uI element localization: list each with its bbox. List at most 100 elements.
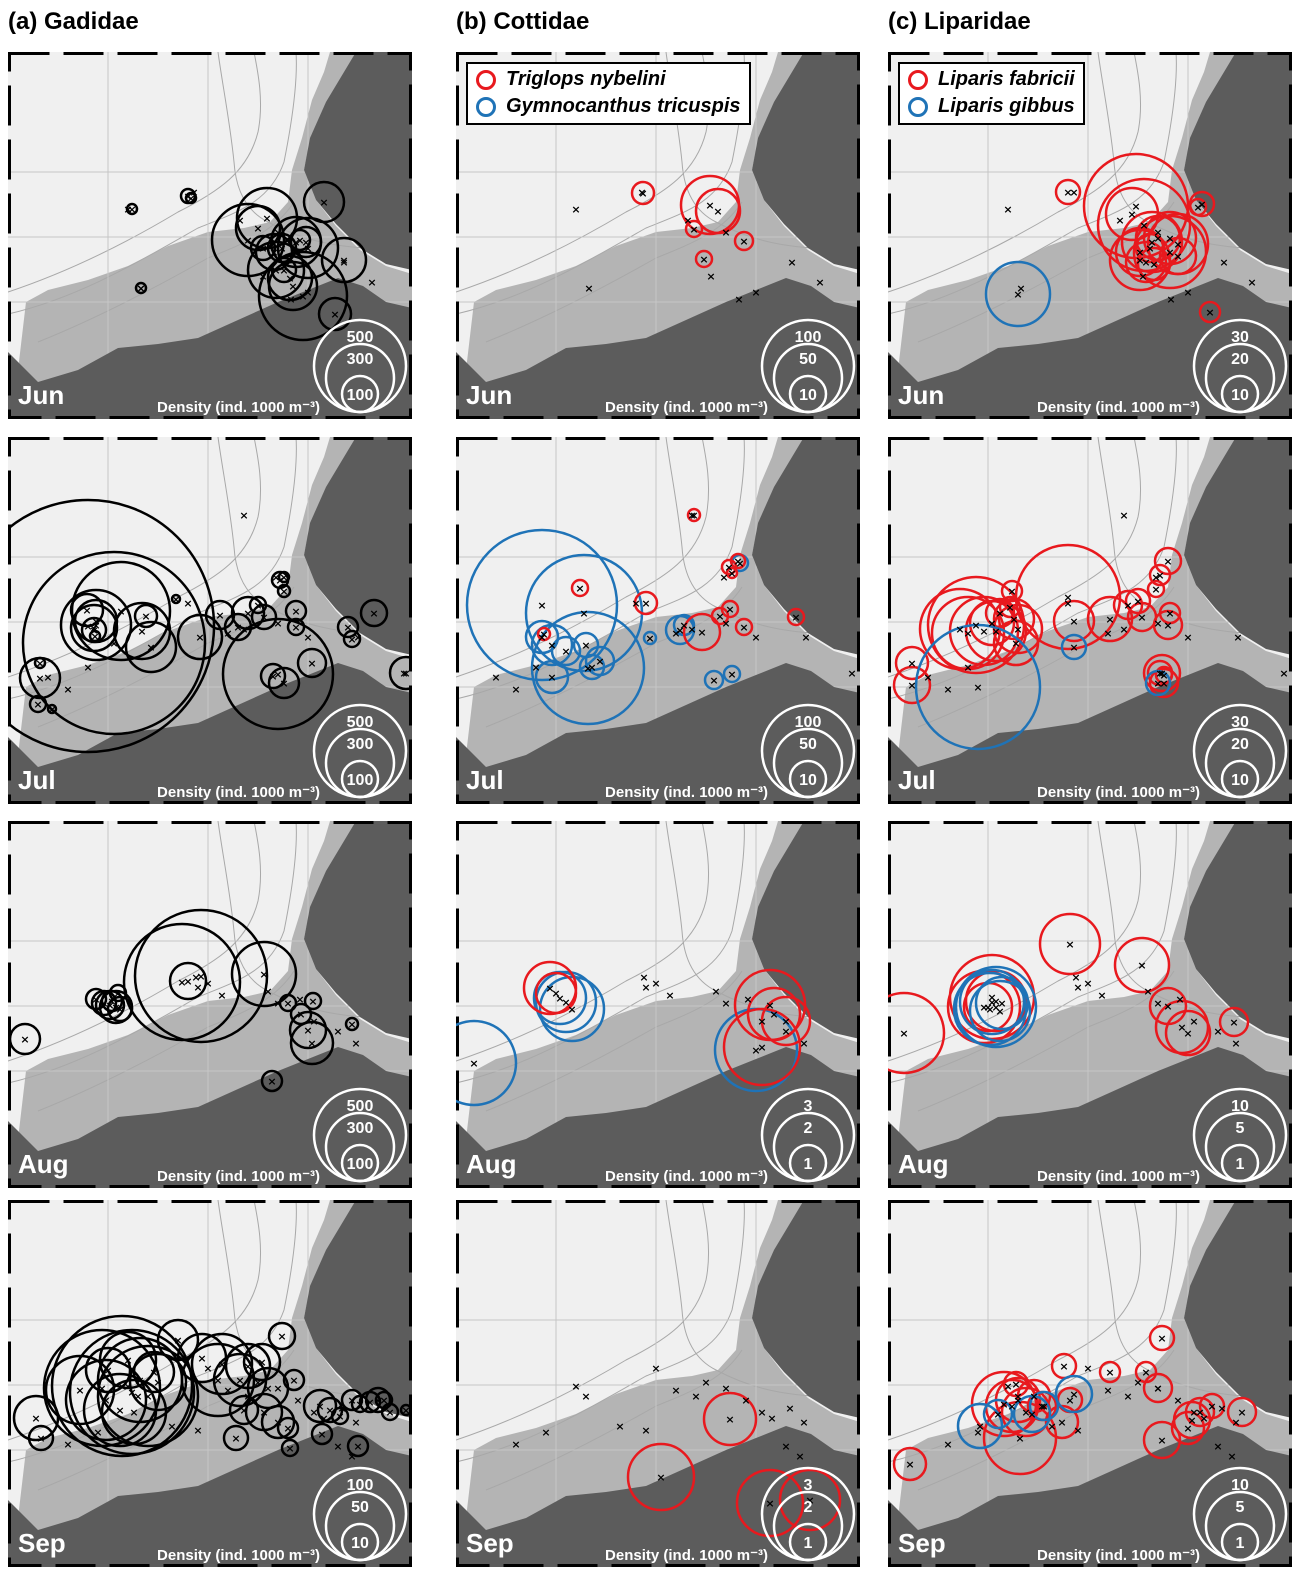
depth-contour (485, 1349, 743, 1491)
density-circle-gymnocanthus (703, 669, 725, 691)
map-frame (8, 821, 412, 1188)
station-marker: × (1115, 214, 1124, 227)
station-marker: × (1157, 1434, 1166, 1447)
station-marker: × (401, 667, 410, 680)
map-land (1184, 52, 1292, 270)
station-marker: × (1149, 258, 1158, 271)
month-label: Jul (18, 765, 56, 795)
density-circle-liparis-fabricii (1082, 152, 1190, 260)
map-panel-cottidae-jun: × × × × × × × × × × × × × × × × 100 50 10 Jun Density (ind. … (456, 52, 860, 419)
map-svg: ××××××××××××××××××××××××××××××××××××××××… (8, 437, 412, 804)
station-marker: × (587, 661, 596, 674)
station-marker: × (217, 989, 226, 1002)
station-marker: × (997, 997, 1006, 1010)
map-land (1184, 437, 1292, 655)
map-land (1184, 1200, 1292, 1418)
station-marker: × (288, 280, 297, 293)
density-circle-liparis-fabricii (1052, 599, 1096, 643)
density-circle-gadidae (260, 1404, 296, 1440)
density-caption: Density (ind. 1000 m⁻³) (157, 1168, 320, 1185)
station-marker: × (985, 1003, 994, 1016)
station-marker: × (101, 1394, 110, 1407)
density-circle-triglops (729, 552, 747, 570)
density-circle-liparis-fabricii (1002, 1370, 1030, 1398)
station-marker: × (277, 242, 286, 255)
scale-key-label: 10 (1231, 1477, 1249, 1494)
density-circle-gadidae (210, 202, 286, 278)
depth-contour (8, 437, 297, 700)
density-circle-gadidae (246, 240, 306, 300)
station-marker: × (401, 1404, 410, 1417)
station-marker: × (307, 657, 316, 670)
station-marker: × (203, 1362, 212, 1375)
density-circle-gadidae (286, 617, 306, 637)
depth-contour (1097, 1200, 1292, 1398)
station-marker: × (283, 997, 292, 1010)
station-marker: × (1166, 293, 1175, 306)
station-marker: × (90, 630, 99, 643)
density-circle-triglops (682, 612, 722, 652)
station-marker: × (993, 1408, 1002, 1421)
scale-key-circle (1220, 759, 1260, 799)
density-circle-gadidae (289, 1020, 335, 1066)
map-land (752, 437, 860, 655)
scale-key-circle (340, 1143, 380, 1183)
station-marker: × (127, 203, 136, 216)
scale-key-circle (340, 1522, 380, 1562)
station-marker: × (353, 1440, 362, 1453)
station-marker: × (781, 1015, 790, 1028)
station-marker: × (47, 703, 56, 716)
depth-contour (8, 1200, 297, 1463)
station-marker: × (545, 982, 554, 995)
station-marker: × (1127, 208, 1136, 221)
density-circle-gymnocanthus (578, 653, 606, 681)
station-marker: × (171, 593, 180, 606)
station-marker: × (197, 1352, 206, 1365)
density-circle-liparis-fabricii (970, 1370, 1038, 1438)
scale-key-label: 30 (1231, 329, 1249, 346)
station-marker: × (277, 1330, 286, 1343)
station-marker: × (31, 1412, 40, 1425)
station-marker: × (699, 253, 708, 266)
station-marker: × (35, 672, 44, 685)
station-marker: × (687, 509, 696, 522)
station-marker: × (1103, 1384, 1112, 1397)
density-circle-gadidae (277, 570, 291, 584)
density-circle-gadidae (276, 583, 292, 599)
station-marker: × (1123, 1390, 1132, 1403)
map-svg: ××××××××××××××××××××××××××××××××××××××××… (888, 437, 1292, 804)
density-circle-triglops (536, 626, 552, 642)
station-marker: × (1097, 989, 1106, 1002)
station-marker: × (298, 290, 307, 303)
density-circle-gadidae (68, 1328, 196, 1456)
density-circle-gadidae (350, 1394, 370, 1414)
station-marker: × (575, 582, 584, 595)
map-shelf (18, 52, 412, 384)
density-circle-gadidae (96, 1344, 200, 1448)
map-panel-gadidae-sep: × × × × × × × × × × × × × × × × × × × × × × × × × × × × × × × × × × × × × × × ×… (8, 1200, 412, 1567)
scale-key-circle (1220, 1143, 1260, 1183)
station-marker: × (1165, 232, 1174, 245)
density-circle-liparis-fabricii (1226, 1396, 1258, 1428)
station-marker: × (639, 971, 648, 984)
density-circle-gymnocanthus (530, 610, 646, 726)
station-marker: × (63, 683, 72, 696)
density-circle-gadidae (267, 1321, 297, 1351)
station-marker: × (1027, 1408, 1036, 1421)
station-marker: × (671, 1384, 680, 1397)
scale-key-label: 10 (351, 1535, 369, 1552)
density-circle-gymnocanthus (550, 635, 582, 667)
depth-contour (888, 52, 1142, 293)
scale-key-label: 3 (804, 1477, 813, 1494)
station-marker: × (537, 631, 546, 644)
station-marker: × (379, 1394, 388, 1407)
density-circle-gadidae (228, 1394, 260, 1426)
station-marker: × (805, 1494, 814, 1507)
density-circle-gadidae (242, 1342, 282, 1382)
station-marker: × (89, 624, 98, 637)
station-marker: × (258, 242, 267, 255)
station-marker: × (727, 668, 736, 681)
station-marker: × (1229, 1016, 1238, 1029)
density-circle-liparis-fabricii (1218, 1006, 1250, 1038)
station-marker: × (399, 667, 408, 680)
